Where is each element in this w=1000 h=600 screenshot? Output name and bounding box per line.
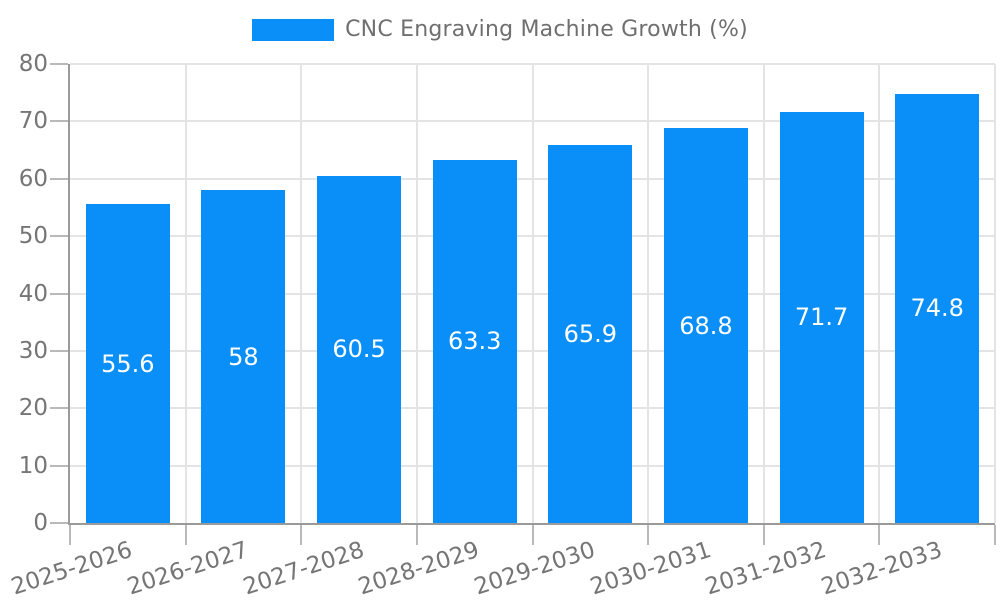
- bar[interactable]: 60.5: [317, 175, 402, 523]
- x-tick-label: 2030-2031: [586, 537, 714, 600]
- x-axis-tick: [762, 525, 765, 545]
- bar-value-label: 68.8: [679, 311, 733, 340]
- bar[interactable]: 68.8: [663, 128, 748, 523]
- bar-value-label: 58: [228, 342, 259, 371]
- bar-value-label: 74.8: [910, 294, 964, 323]
- bar[interactable]: 74.8: [895, 93, 980, 523]
- x-axis-tick: [300, 525, 303, 545]
- bar-value-label: 60.5: [332, 335, 386, 364]
- legend-swatch: [252, 18, 335, 41]
- x-axis-tick: [531, 525, 534, 545]
- y-axis-tick: [50, 120, 68, 123]
- y-tick-label: 0: [33, 510, 48, 536]
- y-tick-label: 10: [18, 452, 48, 479]
- y-axis-tick: [50, 177, 68, 180]
- x-axis-tick: [415, 525, 418, 545]
- gridline-vertical: [531, 64, 534, 523]
- x-tick-label: 2032-2033: [817, 537, 946, 600]
- gridline-vertical: [300, 64, 303, 523]
- bar-value-label: 65.9: [563, 319, 618, 348]
- x-axis-tick: [647, 525, 650, 545]
- gridline-vertical: [415, 64, 418, 523]
- y-axis-tick: [50, 235, 68, 238]
- y-axis-tick: [50, 292, 68, 295]
- y-axis-tick: [50, 407, 68, 410]
- x-axis-tick: [184, 525, 187, 545]
- bar-value-label: 63.3: [447, 327, 502, 356]
- bar-value-label: 71.7: [794, 303, 849, 332]
- bar[interactable]: 63.3: [432, 159, 517, 523]
- bar[interactable]: 71.7: [779, 111, 864, 523]
- y-axis-tick: [50, 464, 68, 467]
- plot-area: 0 10 20 30 40 50 60 70 80 55.6 2025-2026 58 2026-202…: [9, 51, 996, 600]
- y-tick-label: 70: [18, 108, 48, 135]
- x-axis-tick: [994, 525, 996, 545]
- y-axis-tick: [50, 63, 68, 65]
- y-tick-label: 60: [18, 165, 48, 192]
- gridline-vertical: [994, 64, 996, 523]
- y-tick-label: 40: [18, 280, 48, 307]
- gridline-vertical: [878, 64, 881, 523]
- gridline-vertical: [647, 64, 650, 523]
- bar[interactable]: 65.9: [548, 144, 633, 523]
- bar-value-label: 55.6: [101, 349, 155, 378]
- y-tick-label: 20: [18, 395, 48, 422]
- gridline-vertical: [184, 64, 187, 523]
- x-tick-label: 2028-2029: [355, 537, 483, 600]
- x-tick-label: 2031-2032: [702, 537, 830, 600]
- bar[interactable]: 55.6: [85, 204, 170, 523]
- y-axis-tick: [50, 522, 68, 524]
- y-tick-label: 80: [18, 51, 48, 77]
- y-tick-label: 50: [18, 223, 48, 250]
- legend: CNC Engraving Machine Growth (%): [0, 17, 1000, 42]
- gridline-vertical: [762, 64, 765, 523]
- legend-item[interactable]: CNC Engraving Machine Growth (%): [252, 17, 748, 42]
- x-axis-tick: [878, 525, 881, 545]
- x-tick-label: 2025-2026: [8, 537, 136, 600]
- y-axis-tick: [50, 349, 68, 352]
- x-tick-label: 2026-2027: [124, 537, 252, 600]
- x-tick-label: 2029-2030: [471, 537, 599, 600]
- y-tick-label: 30: [18, 337, 48, 364]
- x-tick-label: 2027-2028: [239, 537, 368, 600]
- bar[interactable]: 58: [201, 190, 286, 523]
- legend-label: CNC Engraving Machine Growth (%): [345, 17, 748, 42]
- x-axis-tick: [69, 525, 71, 545]
